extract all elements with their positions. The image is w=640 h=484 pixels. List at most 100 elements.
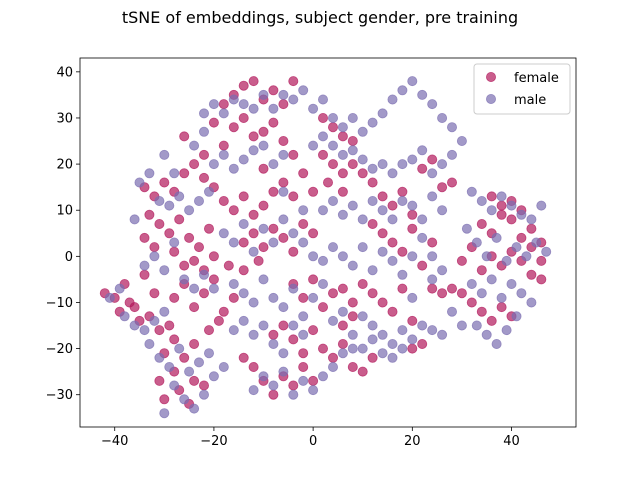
point-female xyxy=(407,343,418,354)
point-male xyxy=(198,269,209,280)
point-female xyxy=(189,255,200,266)
point-male xyxy=(437,329,448,340)
point-male xyxy=(258,371,269,382)
point-male xyxy=(159,408,170,419)
point-female xyxy=(268,85,279,96)
point-female xyxy=(357,278,368,289)
point-male xyxy=(387,352,398,363)
point-male xyxy=(189,283,200,294)
legend-marker-male xyxy=(485,94,496,105)
point-female xyxy=(253,255,264,266)
point-male xyxy=(203,186,214,197)
point-female xyxy=(298,218,309,229)
point-female xyxy=(407,223,418,234)
point-female xyxy=(337,320,348,331)
point-male xyxy=(198,126,209,137)
point-female xyxy=(486,191,497,202)
point-female xyxy=(248,228,259,239)
point-female xyxy=(417,260,428,271)
point-female xyxy=(258,200,269,211)
point-male xyxy=(347,343,358,354)
point-female xyxy=(397,186,408,197)
point-female xyxy=(164,228,175,239)
point-male xyxy=(298,85,309,96)
point-female xyxy=(169,292,180,303)
point-male xyxy=(397,85,408,96)
point-female xyxy=(129,302,140,313)
point-male xyxy=(228,278,239,289)
point-female xyxy=(387,306,398,317)
point-male xyxy=(218,228,229,239)
point-female xyxy=(308,228,319,239)
point-female xyxy=(218,140,229,151)
point-male xyxy=(387,338,398,349)
point-male xyxy=(437,205,448,216)
point-male xyxy=(496,191,507,202)
point-male xyxy=(367,334,378,345)
point-male xyxy=(174,343,185,354)
point-male xyxy=(248,246,259,257)
point-female xyxy=(238,265,249,276)
point-female xyxy=(397,246,408,257)
point-female xyxy=(268,329,279,340)
point-female xyxy=(268,389,279,400)
point-male xyxy=(501,325,512,336)
point-male xyxy=(446,149,457,160)
point-male xyxy=(278,366,289,377)
point-female xyxy=(317,113,328,124)
point-female xyxy=(377,297,388,308)
point-male xyxy=(228,94,239,105)
point-female xyxy=(347,135,358,146)
x-tick-label: −40 xyxy=(101,434,128,449)
point-female xyxy=(248,131,259,142)
point-female xyxy=(208,251,219,262)
point-male xyxy=(139,325,150,336)
point-male xyxy=(149,251,160,262)
point-female xyxy=(327,122,338,133)
point-male xyxy=(327,140,338,151)
point-male xyxy=(466,278,477,289)
y-tick-label: 30 xyxy=(56,111,73,126)
point-female xyxy=(298,361,309,372)
point-female xyxy=(337,168,348,179)
point-male xyxy=(501,255,512,266)
point-female xyxy=(367,352,378,363)
point-male xyxy=(208,283,219,294)
point-male xyxy=(357,126,368,137)
point-male xyxy=(268,380,279,391)
point-male xyxy=(456,135,467,146)
point-male xyxy=(258,140,269,151)
point-male xyxy=(397,343,408,354)
y-tick-label: 20 xyxy=(56,158,73,173)
point-male xyxy=(446,122,457,133)
point-female xyxy=(387,200,398,211)
point-male xyxy=(193,357,204,368)
legend-label-female: female xyxy=(514,71,559,86)
point-female xyxy=(347,159,358,170)
point-male xyxy=(298,237,309,248)
x-tick-label: 0 xyxy=(309,434,317,449)
point-male xyxy=(357,214,368,225)
point-male xyxy=(159,149,170,160)
point-male xyxy=(511,242,522,253)
point-female xyxy=(437,182,448,193)
point-male xyxy=(417,214,428,225)
point-male xyxy=(491,232,502,243)
point-male xyxy=(189,140,200,151)
point-male xyxy=(228,237,239,248)
point-male xyxy=(154,352,165,363)
point-male xyxy=(159,265,170,276)
point-female xyxy=(179,131,190,142)
point-male xyxy=(308,140,319,151)
point-male xyxy=(278,214,289,225)
point-male xyxy=(427,191,438,202)
point-male xyxy=(218,108,229,119)
point-male xyxy=(536,200,547,211)
point-male xyxy=(407,251,418,262)
point-male xyxy=(308,385,319,396)
point-male xyxy=(134,177,145,188)
point-male xyxy=(397,195,408,206)
point-male xyxy=(327,242,338,253)
point-male xyxy=(248,329,259,340)
